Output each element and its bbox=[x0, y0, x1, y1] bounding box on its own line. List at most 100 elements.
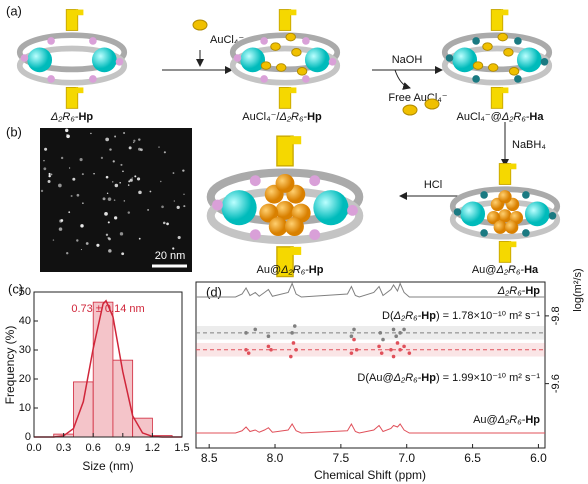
aucl4 bbox=[192, 19, 208, 31]
aucl4 bbox=[482, 42, 493, 51]
node bbox=[47, 75, 55, 83]
linker bbox=[498, 240, 512, 263]
label-part: Δ₂R₆- bbox=[497, 414, 526, 426]
y-axis-label: Frequency (%) bbox=[3, 326, 17, 405]
spectrum bbox=[196, 422, 545, 434]
particle bbox=[123, 131, 126, 135]
guest-sphere bbox=[91, 47, 117, 73]
node bbox=[445, 54, 454, 62]
particle bbox=[183, 193, 185, 195]
node bbox=[233, 54, 242, 62]
node bbox=[472, 75, 480, 83]
dosy-point bbox=[292, 324, 297, 328]
particle bbox=[43, 159, 45, 162]
dosy-point bbox=[253, 327, 258, 332]
dosy-point bbox=[381, 337, 385, 342]
dosy-point bbox=[354, 347, 359, 352]
node bbox=[347, 205, 358, 216]
dosy-point bbox=[349, 334, 354, 339]
label-part: Hp bbox=[307, 111, 322, 123]
particle bbox=[160, 180, 162, 183]
linker bbox=[508, 241, 517, 248]
particle bbox=[123, 200, 126, 202]
label-part: Hp bbox=[309, 264, 324, 276]
particle bbox=[76, 193, 80, 197]
aucl4 bbox=[497, 32, 508, 42]
fit-curve bbox=[34, 299, 182, 438]
particle bbox=[138, 138, 141, 141]
aucl4 bbox=[291, 48, 302, 57]
particle bbox=[133, 139, 136, 142]
node bbox=[20, 54, 29, 62]
particle bbox=[70, 194, 73, 197]
particle bbox=[96, 243, 100, 247]
au-atom bbox=[268, 217, 288, 237]
node bbox=[260, 75, 268, 83]
particle bbox=[44, 147, 48, 151]
dosy-point bbox=[389, 347, 393, 352]
cage bbox=[441, 9, 553, 109]
reagent: NaOH bbox=[392, 54, 423, 66]
tem-particles bbox=[40, 128, 186, 256]
y-tick-label: 30 bbox=[19, 344, 31, 356]
particle bbox=[138, 190, 142, 195]
dosy-point bbox=[377, 344, 381, 349]
au-atom bbox=[498, 190, 512, 204]
x-tick-label: 6.5 bbox=[464, 451, 481, 465]
cage bbox=[229, 9, 341, 109]
linker bbox=[278, 9, 292, 31]
label: Δ₂R₆-Hp bbox=[50, 111, 94, 123]
particle bbox=[47, 180, 51, 184]
tem-image bbox=[40, 128, 192, 272]
particle bbox=[131, 177, 134, 179]
x-tick-label: 0.6 bbox=[86, 442, 101, 454]
label-part: Δ₂R₆- bbox=[501, 111, 530, 123]
guest-sphere bbox=[304, 47, 330, 73]
label-part: AuCl₄⁻@ bbox=[457, 111, 502, 123]
dosy-point bbox=[402, 327, 406, 332]
x-axis-label: Chemical Shift (ppm) bbox=[314, 468, 426, 482]
label-part: Δ₂R₆- bbox=[278, 111, 307, 123]
dosy-point bbox=[398, 331, 402, 335]
x-tick-label: 7.0 bbox=[398, 451, 415, 465]
particle bbox=[149, 190, 152, 193]
y-tick-label: 50 bbox=[19, 286, 31, 298]
linker bbox=[290, 246, 302, 255]
particle bbox=[66, 252, 69, 255]
dosy-point bbox=[289, 354, 293, 359]
node bbox=[89, 37, 97, 45]
dosy-point bbox=[349, 351, 354, 355]
particle bbox=[79, 158, 83, 162]
particle bbox=[85, 242, 89, 245]
panel-label: (a) bbox=[6, 3, 22, 18]
panel-label: (b) bbox=[6, 124, 22, 139]
linker bbox=[500, 87, 509, 94]
dosy-point bbox=[394, 334, 398, 339]
au-atom bbox=[285, 217, 304, 237]
dosy-point bbox=[398, 347, 402, 352]
au-atom bbox=[493, 220, 507, 234]
label-part: Δ₂R₆- bbox=[497, 285, 526, 297]
dosy-point bbox=[391, 327, 396, 332]
cage-frame bbox=[441, 45, 553, 86]
dosy-point bbox=[352, 327, 356, 332]
node bbox=[472, 37, 480, 45]
particle bbox=[173, 200, 176, 202]
aucl4 bbox=[260, 61, 272, 70]
dosy-point bbox=[294, 347, 298, 352]
plot-frame bbox=[33, 291, 183, 438]
label: AuCl₄⁻@Δ₂R₆-Ha bbox=[457, 111, 545, 123]
node bbox=[249, 175, 261, 187]
particle bbox=[136, 177, 141, 181]
particle bbox=[107, 236, 110, 240]
label-part: Au@ bbox=[473, 414, 498, 426]
cage-frame bbox=[229, 45, 341, 86]
particle bbox=[108, 249, 112, 253]
dosy-band bbox=[196, 342, 545, 357]
label: AuCl₄⁻/Δ₂R₆-Hp bbox=[242, 111, 322, 123]
arrow bbox=[394, 69, 411, 90]
reagent: NaBH₄ bbox=[512, 139, 546, 151]
node bbox=[309, 229, 321, 241]
cage bbox=[206, 135, 364, 278]
